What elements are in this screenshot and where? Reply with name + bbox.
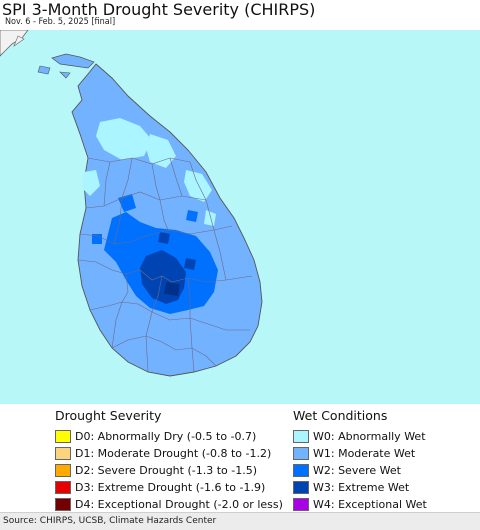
legend-label-w3: W3: Extreme Wet: [313, 481, 410, 495]
swatch-w3: [293, 481, 309, 495]
legend-item-d0: D0: Abnormally Dry (-0.5 to -0.7): [55, 428, 283, 444]
india-island: [13, 35, 25, 47]
north-island: [37, 65, 51, 75]
legend-drought-heading: Drought Severity: [55, 408, 162, 423]
jaffna-peninsula: [51, 53, 95, 69]
w3-patch-b: [184, 258, 196, 270]
swatch-w4: [293, 498, 309, 512]
district-boundaries: [77, 157, 253, 373]
swatch-d0: [55, 429, 71, 443]
swatch-d3: [55, 481, 71, 495]
legend-label-d0: D0: Abnormally Dry (-0.5 to -0.7): [75, 429, 257, 443]
w0-patch-north: [96, 118, 152, 160]
legend-drought: Drought Severity D0: Abnormally Dry (-0.…: [55, 408, 283, 514]
legend-label-d3: D3: Extreme Drought (-1.6 to -1.9): [75, 481, 266, 495]
legend-wet: Wet Conditions W0: Abnormally Wet W1: Mo…: [293, 408, 427, 514]
w0-patch-west: [82, 170, 100, 196]
legend-label-d1: D1: Moderate Drought (-0.8 to -1.2): [75, 446, 272, 460]
w0-patch-east: [184, 170, 212, 202]
legend-item-d4: D4: Exceptional Drought (-2.0 or less): [55, 497, 283, 513]
legend-label-w4: W4: Exceptional Wet: [313, 498, 427, 512]
w3-patch-a: [158, 232, 170, 244]
legend-item-w2: W2: Severe Wet: [293, 462, 427, 478]
legend-item-d2: D2: Severe Drought (-1.3 to -1.5): [55, 462, 283, 478]
legend-item-d3: D3: Extreme Drought (-1.6 to -1.9): [55, 480, 283, 496]
w3-darkest: [164, 282, 180, 296]
map-svg: [0, 30, 480, 410]
legend-item-w1: W1: Moderate Wet: [293, 445, 427, 461]
swatch-d1: [55, 446, 71, 460]
legend-label-w0: W0: Abnormally Wet: [313, 429, 426, 443]
legend-item-d1: D1: Moderate Drought (-0.8 to -1.2): [55, 445, 283, 461]
drought-map: [0, 30, 480, 410]
swatch-d2: [55, 463, 71, 477]
w0-patch-northeast: [146, 134, 176, 168]
legend-item-w0: W0: Abnormally Wet: [293, 428, 427, 444]
swatch-w2: [293, 463, 309, 477]
ocean: [0, 30, 480, 410]
swatch-w1: [293, 446, 309, 460]
legend-label-w1: W1: Moderate Wet: [313, 446, 416, 460]
source-text: Source: CHIRPS, UCSB, Climate Hazards Ce…: [3, 516, 217, 526]
legend: Drought Severity D0: Abnormally Dry (-0.…: [0, 404, 480, 512]
north-islet: [59, 71, 71, 79]
legend-item-w3: W3: Extreme Wet: [293, 480, 427, 496]
w0-patch-coast: [204, 210, 216, 226]
w2-patch-a: [118, 194, 136, 212]
india-mainland: [0, 30, 29, 57]
w2-patch-b: [186, 210, 198, 222]
legend-label-w2: W2: Severe Wet: [313, 463, 401, 477]
legend-label-d4: D4: Exceptional Drought (-2.0 or less): [75, 498, 283, 512]
map-subtitle: Nov. 6 - Feb. 5, 2025 [final]: [5, 17, 116, 27]
footer: Source: CHIRPS, UCSB, Climate Hazards Ce…: [0, 512, 480, 530]
legend-item-w4: W4: Exceptional Wet: [293, 497, 427, 513]
swatch-w0: [293, 429, 309, 443]
legend-label-d2: D2: Severe Drought (-1.3 to -1.5): [75, 463, 258, 477]
swatch-d4: [55, 498, 71, 512]
legend-wet-heading: Wet Conditions: [293, 408, 388, 423]
map-title: SPI 3-Month Drought Severity (CHIRPS): [2, 0, 316, 19]
